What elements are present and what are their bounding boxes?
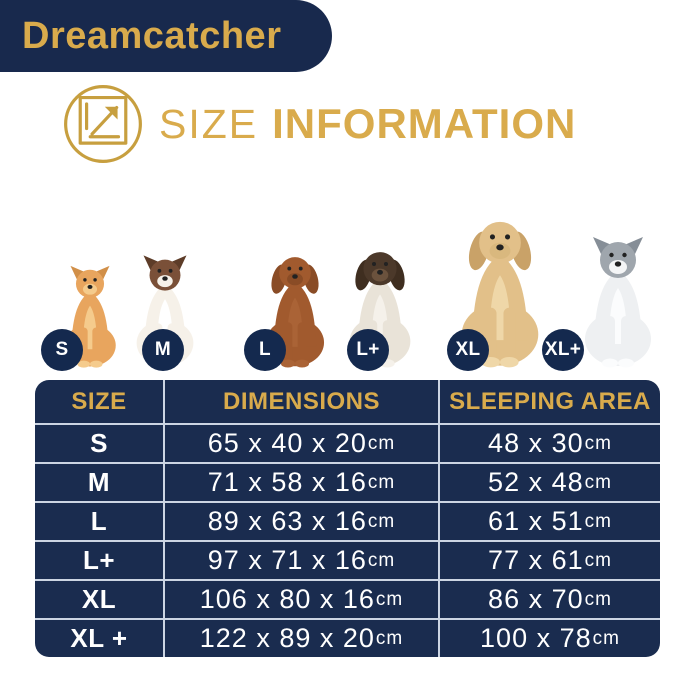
title-text: SIZE INFORMATION (159, 100, 576, 148)
area-unit: cm (584, 588, 612, 610)
dim-value: 97 x 71 x 16 (207, 545, 367, 575)
row-xlp-size: XL + (35, 618, 163, 657)
row-s-dimensions: 65 x 40 x 20 cm (163, 423, 438, 462)
dim-unit: cm (367, 510, 396, 532)
header-sleeping-area: SLEEPING AREA (438, 380, 660, 423)
row-xl-size: XL (35, 579, 163, 618)
title-information: INFORMATION (272, 100, 577, 147)
area-value: 52 x 48 (488, 467, 584, 497)
row-m-sleeping-area: 52 x 48 cm (438, 462, 660, 501)
area-value: 48 x 30 (488, 428, 584, 458)
size-badge-m: M (142, 329, 184, 371)
area-value: 100 x 78 (480, 623, 592, 653)
row-l-dimensions: 89 x 63 x 16 cm (163, 501, 438, 540)
row-m-size: M (35, 462, 163, 501)
size-badge-xlp: XL+ (542, 329, 584, 371)
dog-lineup (0, 140, 700, 370)
dim-unit: cm (367, 471, 396, 493)
size-badge-s: S (41, 329, 83, 371)
row-xl-dimensions: 106 x 80 x 16 cm (163, 579, 438, 618)
size-table: SIZE DIMENSIONS SLEEPING AREA S 65 x 40 … (35, 380, 660, 657)
dim-unit: cm (367, 432, 396, 454)
area-value: 86 x 70 (488, 584, 584, 614)
area-unit: cm (584, 471, 612, 493)
row-l-size: L (35, 501, 163, 540)
brand-name: Dreamcatcher (22, 14, 282, 57)
area-value: 77 x 61 (488, 545, 584, 575)
dim-value: 89 x 63 x 16 (207, 506, 367, 536)
dim-unit: cm (375, 588, 404, 610)
brand-banner: Dreamcatcher (0, 0, 332, 72)
dog-husky (568, 148, 668, 368)
size-badge-lp: L+ (347, 329, 389, 371)
header-dimensions: DIMENSIONS (163, 380, 438, 423)
area-unit: cm (584, 432, 612, 454)
area-value: 61 x 51 (488, 506, 584, 536)
row-lp-sleeping-area: 77 x 61 cm (438, 540, 660, 579)
size-badge-xl: XL (447, 329, 489, 371)
dim-unit: cm (375, 627, 404, 649)
row-lp-size: L+ (35, 540, 163, 579)
dim-value: 71 x 58 x 16 (207, 467, 367, 497)
area-unit: cm (584, 549, 612, 571)
dim-value: 122 x 89 x 20 (199, 623, 375, 653)
row-l-sleeping-area: 61 x 51 cm (438, 501, 660, 540)
dim-unit: cm (367, 549, 396, 571)
area-unit: cm (584, 510, 612, 532)
resize-arrow-icon (64, 85, 142, 163)
row-s-size: S (35, 423, 163, 462)
row-lp-dimensions: 97 x 71 x 16 cm (163, 540, 438, 579)
row-xl-sleeping-area: 86 x 70 cm (438, 579, 660, 618)
row-s-sleeping-area: 48 x 30 cm (438, 423, 660, 462)
dim-value: 106 x 80 x 16 (199, 584, 375, 614)
row-m-dimensions: 71 x 58 x 16 cm (163, 462, 438, 501)
page-title: SIZE INFORMATION (62, 82, 576, 166)
size-badge-l: L (244, 329, 286, 371)
title-size: SIZE (159, 101, 259, 147)
row-xlp-dimensions: 122 x 89 x 20 cm (163, 618, 438, 657)
area-unit: cm (592, 627, 620, 649)
dim-value: 65 x 40 x 20 (207, 428, 367, 458)
row-xlp-sleeping-area: 100 x 78 cm (438, 618, 660, 657)
header-size: SIZE (71, 387, 127, 415)
